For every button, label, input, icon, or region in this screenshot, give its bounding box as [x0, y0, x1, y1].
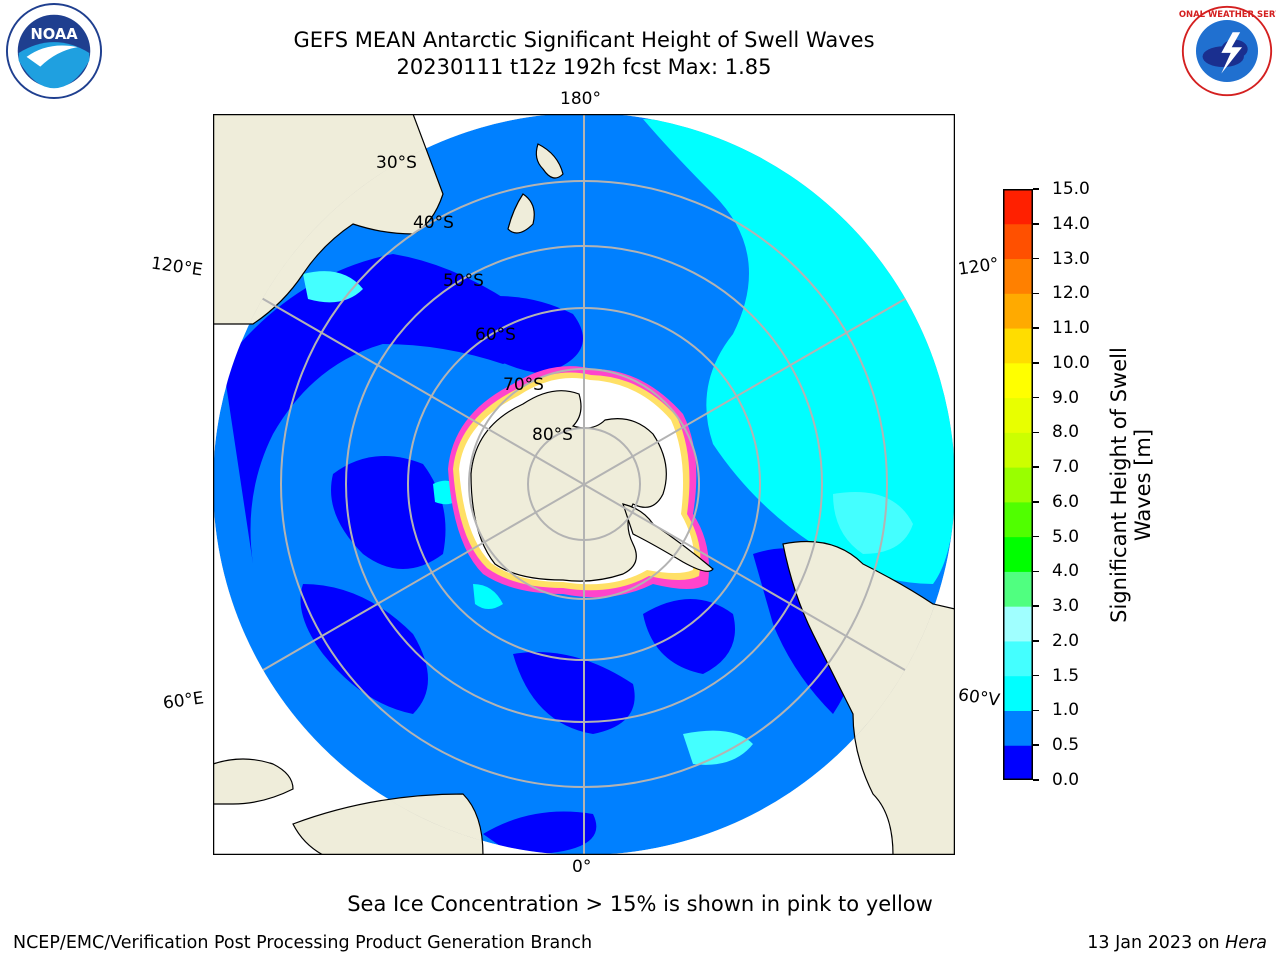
lon-label-bottom: 0°: [572, 857, 592, 877]
host-text: Hera: [1225, 933, 1267, 953]
land-masses: [213, 114, 955, 855]
colorbar-tick-label: 1.0: [1052, 700, 1080, 721]
svg-text:30°S: 30°S: [376, 153, 417, 173]
lon-label-upper-left: 120°E: [149, 253, 204, 281]
colorbar-swatch-1: [1003, 710, 1033, 746]
sea-ice-caption: Sea Ice Concentration > 15% is shown in …: [347, 892, 933, 916]
colorbar-swatch-5: [1003, 571, 1033, 607]
noaa-logo: NOAA: [5, 2, 103, 100]
colorbar-tick-mark: [1033, 605, 1039, 607]
svg-text:50°S: 50°S: [443, 271, 484, 291]
colorbar-tick-mark: [1033, 501, 1039, 503]
colorbar-swatch-2: [1003, 675, 1033, 711]
antarctic-map: 30°S 40°S 50°S 60°S 70°S 80°S: [213, 114, 955, 855]
colorbar-tick-mark: [1033, 709, 1039, 712]
colorbar-tick-mark: [1033, 674, 1039, 677]
credit-text: NCEP/EMC/Verification Post Processing Pr…: [13, 933, 593, 953]
nws-logo: NATIONAL WEATHER SERVICE: [1178, 5, 1276, 97]
colorbar-tick-mark: [1033, 257, 1039, 260]
colorbar-tick-label: 4.0: [1052, 561, 1080, 582]
colorbar-tick-mark: [1033, 640, 1039, 642]
svg-text:80°S: 80°S: [532, 425, 573, 445]
colorbar-tick-label: 7.0: [1052, 457, 1080, 478]
colorbar-swatch-7: [1003, 501, 1033, 538]
colorbar-swatch-10: [1003, 397, 1033, 433]
colorbar-title-line: Waves [m]: [1131, 428, 1155, 542]
colorbar-tick-mark: [1033, 188, 1039, 190]
colorbar-swatch-6: [1003, 536, 1033, 572]
lon-label-lower-left: 60°E: [161, 688, 206, 714]
colorbar-tick-label: 6.0: [1052, 491, 1080, 512]
colorbar-swatch-8: [1003, 467, 1033, 503]
colorbar-title: Significant Height of Swell Waves [m]: [1107, 325, 1155, 645]
colorbar-tick-label: 15.0: [1052, 179, 1090, 199]
graticule: [213, 114, 955, 855]
lon-label-top: 180°: [560, 89, 601, 109]
chart-subtitle: 20230111 t12z 192h fcst Max: 1.85: [396, 55, 772, 79]
colorbar-tick-mark: [1033, 744, 1039, 746]
colorbar-tick-label: 0.5: [1052, 735, 1080, 756]
colorbar-swatch-13: [1003, 293, 1033, 329]
svg-text:70°S: 70°S: [503, 375, 544, 395]
colorbar-swatch-16: [1003, 189, 1033, 225]
colorbar-tick-mark: [1033, 466, 1039, 468]
colorbar-tick-label: 3.0: [1052, 596, 1080, 617]
colorbar-border: [1003, 189, 1033, 780]
lon-label-upper-right: 120°: [956, 254, 1001, 280]
colorbar-swatch-9: [1003, 432, 1033, 468]
colorbar-tick-label: 14.0: [1052, 213, 1090, 234]
date-text: 13 Jan 2023 on: [1087, 933, 1226, 953]
colorbar-title-line: Significant Height of Swell: [1107, 347, 1131, 623]
colorbar-tick-label: 5.0: [1052, 526, 1080, 547]
colorbar-swatch-0: [1003, 745, 1033, 780]
colorbar-tick-label: 9.0: [1052, 387, 1080, 408]
latitude-labels: 30°S 40°S 50°S 60°S 70°S 80°S: [376, 153, 573, 445]
colorbar-tick-label: 12.0: [1052, 283, 1090, 304]
colorbar-tick-label: 2.0: [1052, 630, 1080, 651]
nws-logo-text: NATIONAL WEATHER SERVICE: [1178, 9, 1276, 19]
colorbar: [1003, 189, 1033, 780]
colorbar-tick-mark: [1033, 292, 1039, 295]
colorbar-tick-mark: [1033, 396, 1039, 399]
colorbar-tick-label: 10.0: [1052, 352, 1090, 373]
svg-text:40°S: 40°S: [413, 213, 454, 233]
colorbar-swatch-11: [1003, 362, 1033, 399]
colorbar-swatch-4: [1003, 606, 1033, 642]
noaa-logo-text: NOAA: [30, 26, 78, 43]
date-stamp: 13 Jan 2023 on Hera: [1087, 932, 1267, 954]
colorbar-tick-mark: [1033, 779, 1039, 781]
colorbar-tick-mark: [1033, 535, 1039, 538]
colorbar-tick-label: 1.5: [1052, 665, 1080, 686]
colorbar-tick-label: 11.0: [1052, 318, 1090, 339]
colorbar-tick-mark: [1033, 362, 1039, 364]
colorbar-tick-label: 13.0: [1052, 248, 1090, 269]
colorbar-swatch-3: [1003, 640, 1033, 677]
colorbar-tick-mark: [1033, 223, 1039, 225]
colorbar-tick-label: 0.0: [1052, 770, 1080, 790]
lon-label-lower-right: 60°V: [956, 685, 1001, 711]
chart-title: GEFS MEAN Antarctic Significant Height o…: [293, 28, 875, 52]
colorbar-swatch-12: [1003, 328, 1033, 364]
colorbar-swatch-15: [1003, 223, 1033, 260]
colorbar-tick-mark: [1033, 327, 1039, 329]
colorbar-tick-label: 8.0: [1052, 422, 1080, 443]
colorbar-swatch-14: [1003, 258, 1033, 294]
colorbar-tick-mark: [1033, 431, 1039, 434]
colorbar-tick-mark: [1033, 570, 1039, 573]
svg-text:60°S: 60°S: [475, 325, 516, 345]
